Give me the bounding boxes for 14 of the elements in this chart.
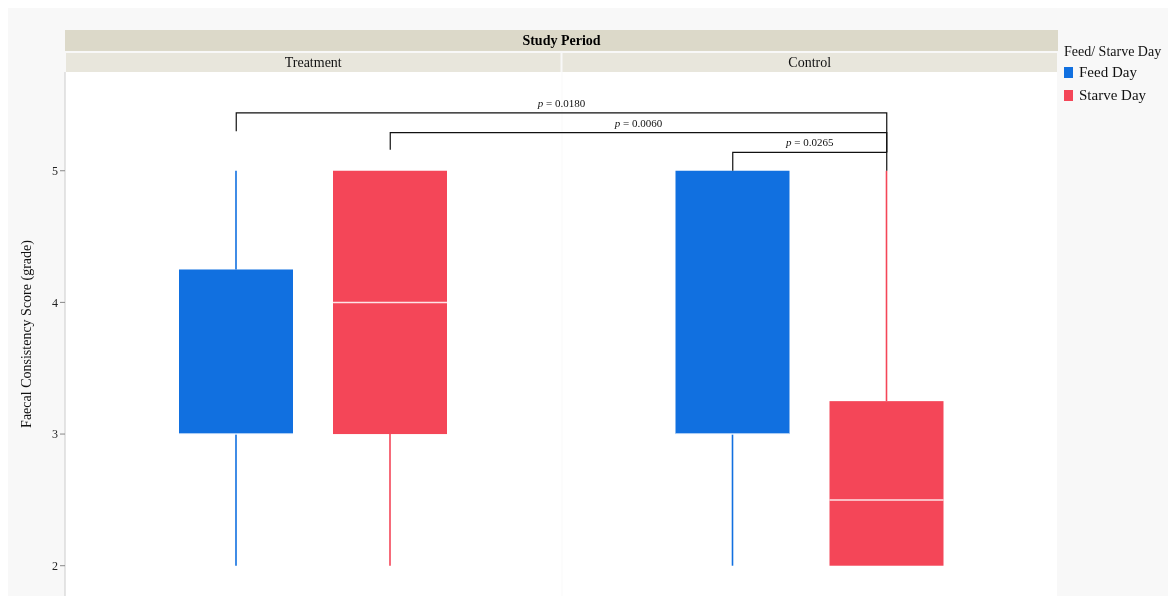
- legend-title: Feed/ Starve Day: [1064, 44, 1162, 60]
- annotation: p = 0.0060: [613, 116, 663, 129]
- y-tick-label: 4: [52, 295, 58, 310]
- y-tick-label: 5: [52, 164, 58, 178]
- legend-label: Starve Day: [1079, 87, 1147, 104]
- x-tick-label: Control: [788, 55, 832, 70]
- y-tick-label: 3: [52, 427, 58, 442]
- y-tick-label: 2: [52, 558, 58, 573]
- legend-label: Feed Day: [1079, 64, 1137, 81]
- y-axis-title: Faecal Consistency Score (grade): [18, 239, 35, 428]
- chart-title: Study Period: [65, 30, 1058, 51]
- x-tick-label: Treatment: [284, 55, 342, 70]
- annotation: p = 0.0180: [536, 96, 586, 109]
- annotation: p = 0.0265: [785, 136, 834, 149]
